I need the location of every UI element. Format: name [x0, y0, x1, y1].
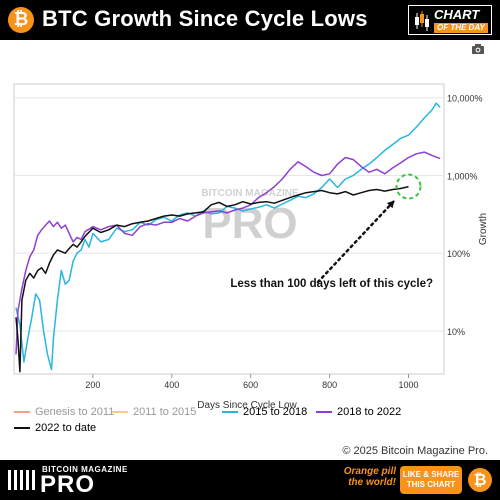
- chart-series: [15, 102, 441, 373]
- header-bar: ₿ BTC Growth Since Cycle Lows CHART OF T…: [0, 0, 500, 40]
- legend-item-2011[interactable]: 2011 to 2015: [112, 406, 196, 418]
- legend-label: 2022 to date: [35, 422, 97, 434]
- bitcoin-magazine-logo-icon: [8, 470, 35, 490]
- watermark-line-1: BITCOIN MAGAZINE: [201, 188, 299, 199]
- x-tick-label: 400: [164, 380, 179, 390]
- footer-bar: BITCOIN MAGAZINE PRO Orange pill the wor…: [0, 460, 500, 500]
- chart-of-the-day-badge: CHART OF THE DAY: [408, 5, 492, 35]
- x-tick-label: 1000: [398, 380, 418, 390]
- chart-annotations: Less than 100 days left of this cycle?: [230, 173, 433, 290]
- x-axis-title: Days Since Cycle Low: [197, 400, 297, 410]
- footer-brand-small: BITCOIN MAGAZINE: [42, 465, 128, 474]
- annotation-arrow: [316, 199, 396, 284]
- legend-label: Genesis to 2011: [35, 406, 115, 418]
- legend-item-2015[interactable]: 2015 to 2018: [222, 406, 307, 418]
- x-tick-label: 600: [243, 380, 258, 390]
- legend-label: 2015 to 2018: [243, 406, 308, 418]
- copyright-text: © 2025 Bitcoin Magazine Pro.: [342, 445, 488, 457]
- footer-tagline: Orange pill the world!: [343, 466, 396, 488]
- legend-label: 2011 to 2015: [133, 406, 197, 418]
- legend-item-2018[interactable]: 2018 to 2022: [316, 406, 401, 418]
- x-tick-label: 800: [322, 380, 337, 390]
- plot-area-border: [13, 83, 445, 375]
- camera-icon[interactable]: [472, 44, 484, 54]
- annotation-text: Less than 100 days left of this cycle?: [230, 278, 433, 290]
- badge-line-1: CHART: [434, 7, 480, 22]
- bitcoin-coin-icon: ₿: [468, 468, 492, 492]
- watermark: BITCOIN MAGAZINE PRO: [201, 188, 299, 248]
- legend-item-genesis[interactable]: Genesis to 2011: [14, 406, 114, 418]
- series-line-2018-to-2022: [15, 151, 441, 355]
- chart-axes: 10% 100% 1,000% 10,000% 200 400 600 800 1000 Days…: [85, 94, 489, 410]
- y-axis-title: Growth: [478, 213, 489, 245]
- y-tick-label: 1,000%: [447, 171, 478, 181]
- chart-gridlines: [13, 83, 445, 375]
- highlight-circle: [395, 173, 422, 200]
- like-share-button[interactable]: LIKE & SHARE THIS CHART: [400, 466, 462, 494]
- chart-legend: Genesis to 2011 2011 to 2015 2015 to 201…: [14, 406, 494, 438]
- annotation-arrowhead: [386, 200, 395, 209]
- series-line-2022-to-date: [15, 185, 409, 373]
- legend-item-2022[interactable]: 2022 to date: [14, 422, 96, 434]
- page-title: BTC Growth Since Cycle Lows: [42, 6, 368, 31]
- bitcoin-logo-icon: ₿: [8, 7, 34, 33]
- candlestick-icon: [415, 11, 429, 31]
- y-tick-label: 10,000%: [447, 94, 483, 104]
- x-tick-label: 200: [85, 380, 100, 390]
- badge-line-2: OF THE DAY: [434, 23, 488, 33]
- legend-label: 2018 to 2022: [337, 406, 402, 418]
- growth-chart: BITCOIN MAGAZINE PRO 10% 100% 1,000% 10,000…: [13, 83, 489, 410]
- footer-brand-big: PRO: [40, 471, 96, 498]
- y-tick-label: 100%: [447, 249, 470, 259]
- y-tick-label: 10%: [447, 327, 465, 337]
- watermark-line-2: PRO: [202, 199, 297, 248]
